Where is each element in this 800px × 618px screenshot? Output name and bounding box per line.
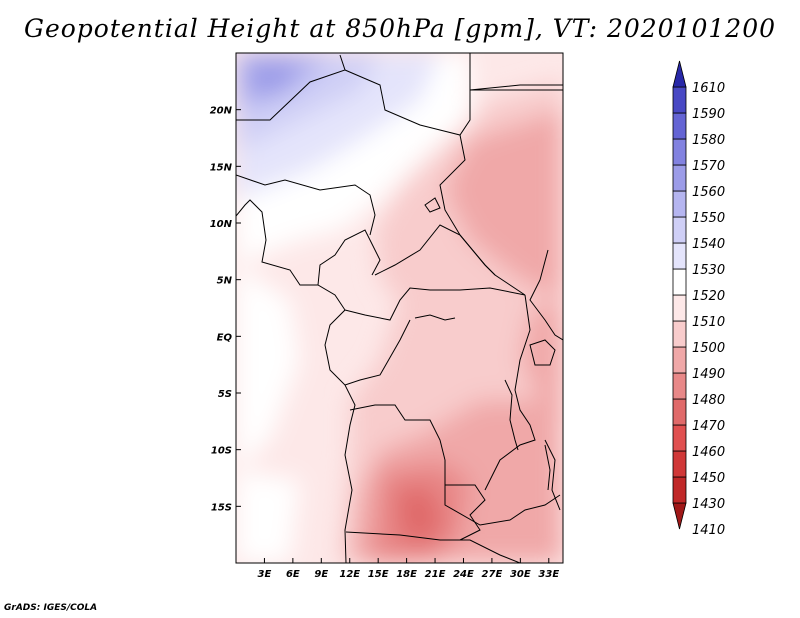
colorbar-label: 1560 (692, 185, 725, 200)
lake-victoria (529, 339, 556, 366)
border-east (529, 249, 563, 341)
field-region-1520-southwest (236, 470, 300, 563)
colorbar-label: 1460 (692, 445, 725, 460)
border-namibia (345, 531, 521, 563)
colorbar-top-arrow (672, 60, 687, 88)
colorbar-segment (672, 372, 687, 400)
colorbar-segment (672, 190, 687, 218)
lake-tanganyika (504, 379, 519, 451)
x-tick-label: 9E (314, 569, 328, 580)
colorbar-segment (672, 294, 687, 322)
field-region-1560 (245, 60, 300, 100)
colorbar-label: 1470 (692, 419, 725, 434)
field-region-1520-atlantic (236, 265, 300, 470)
colorbar-segment (672, 450, 687, 478)
colorbar-label: 1590 (692, 107, 725, 122)
colorbar-label: 1520 (692, 289, 725, 304)
border-sahel (236, 174, 376, 236)
colorbar-segment (672, 242, 687, 270)
lake-malawi (544, 444, 551, 491)
x-tick-label: 6E (286, 569, 300, 580)
border-sudan-ethiopia (469, 84, 563, 91)
colorbar-label: 1490 (692, 367, 725, 382)
border-mauritania-mali (236, 54, 346, 121)
y-tick-label: 15S (211, 502, 232, 513)
colorbar-segment (672, 398, 687, 426)
field-region-1470 (395, 485, 445, 545)
x-tick-label: 21E (425, 569, 446, 580)
x-tick-label: 30E (510, 569, 531, 580)
colorbar-label: 1510 (692, 315, 725, 330)
border-algeria-niger (344, 53, 471, 136)
colorbar-label: 1610 (692, 81, 725, 96)
colorbar-label: 1530 (692, 263, 725, 278)
colorbar-segment (672, 164, 687, 192)
y-tick-label: 20N (210, 106, 233, 117)
y-tick-label: 10N (210, 219, 233, 230)
x-tick-label: 18E (396, 569, 417, 580)
map-frame (235, 52, 564, 564)
colorbar: 1410 1430 1450 1460 1470 1480 1490 1500 1510 1520… (672, 60, 725, 538)
colorbar-segment (672, 346, 687, 374)
x-tick-label: 27E (482, 569, 503, 580)
x-tick-label: 12E (339, 569, 360, 580)
chart-title: Geopotential Height at 850hPa [gpm], VT:… (23, 14, 777, 43)
border-drc-west (344, 319, 411, 386)
lake-chad (424, 197, 441, 213)
colorbar-label: 1540 (692, 237, 725, 252)
border-drc-east (484, 294, 536, 491)
x-tick-label: 24E (453, 569, 474, 580)
border-car (374, 224, 526, 296)
y-axis: 20N 15N 10N 5N EQ 5S 10S 15S (210, 106, 241, 513)
colorbar-label: 1550 (692, 211, 725, 226)
colorbar-label: 1480 (692, 393, 725, 408)
colorbar-label: 1500 (692, 341, 725, 356)
border-zambia (444, 485, 561, 526)
colorbar-segment (672, 138, 687, 166)
colorbar-segment (672, 424, 687, 452)
x-axis: 3E 6E 9E 12E 15E 18E 21E 24E 27E 30E 33E (258, 558, 559, 580)
colorbar-label: 1410 (692, 523, 725, 538)
colorbar-segment (672, 320, 687, 348)
colorbar-label: 1580 (692, 133, 725, 148)
colorbar-label: 1430 (692, 497, 725, 512)
colorbar-label: 1450 (692, 471, 725, 486)
border-cameroon-congo (344, 287, 526, 321)
colorbar-segment (672, 476, 687, 504)
colorbar-segment (672, 268, 687, 296)
y-tick-label: 10S (211, 446, 232, 457)
colorbar-segment (672, 86, 687, 114)
x-tick-label: 3E (258, 569, 272, 580)
border-mozambique (544, 439, 561, 511)
river-congo (414, 314, 456, 321)
y-tick-label: 5S (218, 389, 232, 400)
colorbar-segment (672, 216, 687, 244)
y-tick-label: EQ (217, 332, 233, 343)
border-angola (349, 404, 486, 541)
grads-credit: GrADS: IGES/COLA (4, 603, 98, 613)
x-tick-label: 33E (538, 569, 559, 580)
colorbar-segment (672, 112, 687, 140)
y-tick-label: 5N (217, 276, 233, 287)
border-nigeria (317, 229, 381, 286)
y-tick-label: 15N (210, 162, 233, 173)
country-borders (236, 53, 563, 563)
field-region-1490-sudan (445, 110, 563, 300)
colorbar-bottom-arrow (672, 502, 687, 530)
height-field (236, 53, 563, 563)
x-tick-label: 15E (368, 569, 389, 580)
colorbar-label: 1570 (692, 159, 725, 174)
